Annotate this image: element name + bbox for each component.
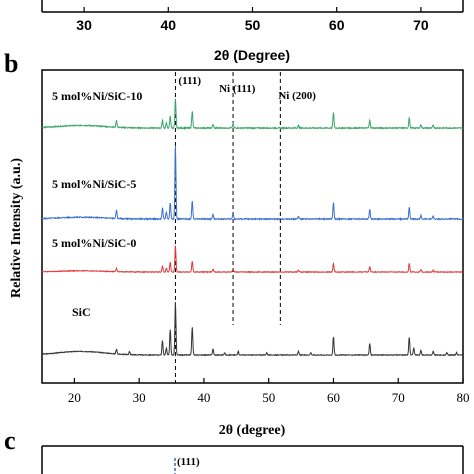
panel-c-fragment: (111) [41,445,464,474]
reference-lines [174,72,281,383]
top-x-tick-label: 30 [76,17,92,33]
series-line [41,245,464,274]
top-panel-fragment: 30 40 50 60 70 2θ (Degree) [41,0,464,63]
series-label: 5 mol%Ni/SiC-5 [52,177,136,191]
top-x-tick-label: 50 [245,17,261,33]
series-line [41,301,464,357]
peak-annotation: Ni (200) [278,90,316,102]
plot-frame [41,69,464,384]
panel-b-label: b [4,49,18,78]
top-x-tick-label: 60 [329,17,345,33]
top-panel-x-axis-label: 2θ (Degree) [214,47,290,63]
series-group [41,98,464,357]
series-label: SiC [72,305,91,319]
x-tick-label: 40 [197,390,210,405]
panel-c-label: c [4,426,16,455]
x-tick-label: 20 [68,390,81,405]
series-line [41,145,464,222]
x-tick-label: 80 [457,390,470,405]
x-axis-ticks: 20 30 40 50 60 70 80 [68,378,470,405]
top-panel-x-ticks: 30 40 50 60 70 [76,7,429,33]
x-tick-label: 30 [133,390,146,405]
x-tick-label: 70 [392,390,405,405]
x-axis-label: 2θ (degree) [219,423,286,438]
top-x-tick-label: 70 [413,17,429,33]
panel-c-peak-label: (111) [177,456,200,468]
panel-b-plot: SiC 5 mol%Ni/SiC-0 5 mol%Ni/SiC-5 5 mol%Ni/… [9,69,470,438]
x-tick-label: 60 [327,390,340,405]
series-labels: SiC 5 mol%Ni/SiC-0 5 mol%Ni/SiC-5 5 mol%Ni/… [52,89,142,319]
peak-annotation: (111) [178,75,201,87]
peak-annotation: Ni (111) [219,83,256,95]
top-x-tick-label: 40 [161,17,177,33]
y-axis-label: Relative Intensity (a.u.) [9,158,24,298]
series-line [41,98,464,131]
x-tick-label: 50 [262,390,275,405]
series-label: 5 mol%Ni/SiC-10 [52,89,142,103]
peak-annotations: (111) Ni (111) Ni (200) [178,75,316,102]
series-label: 5 mol%Ni/SiC-0 [52,236,136,250]
